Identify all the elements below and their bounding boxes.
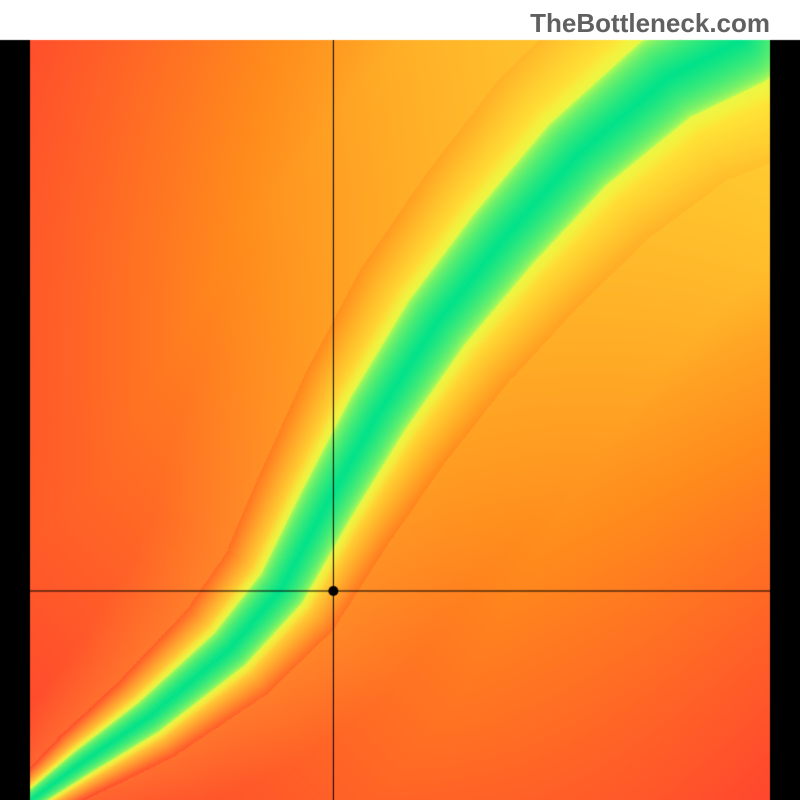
bottleneck-heatmap-canvas <box>0 0 800 800</box>
watermark-text: TheBottleneck.com <box>530 8 770 39</box>
chart-container: TheBottleneck.com <box>0 0 800 800</box>
